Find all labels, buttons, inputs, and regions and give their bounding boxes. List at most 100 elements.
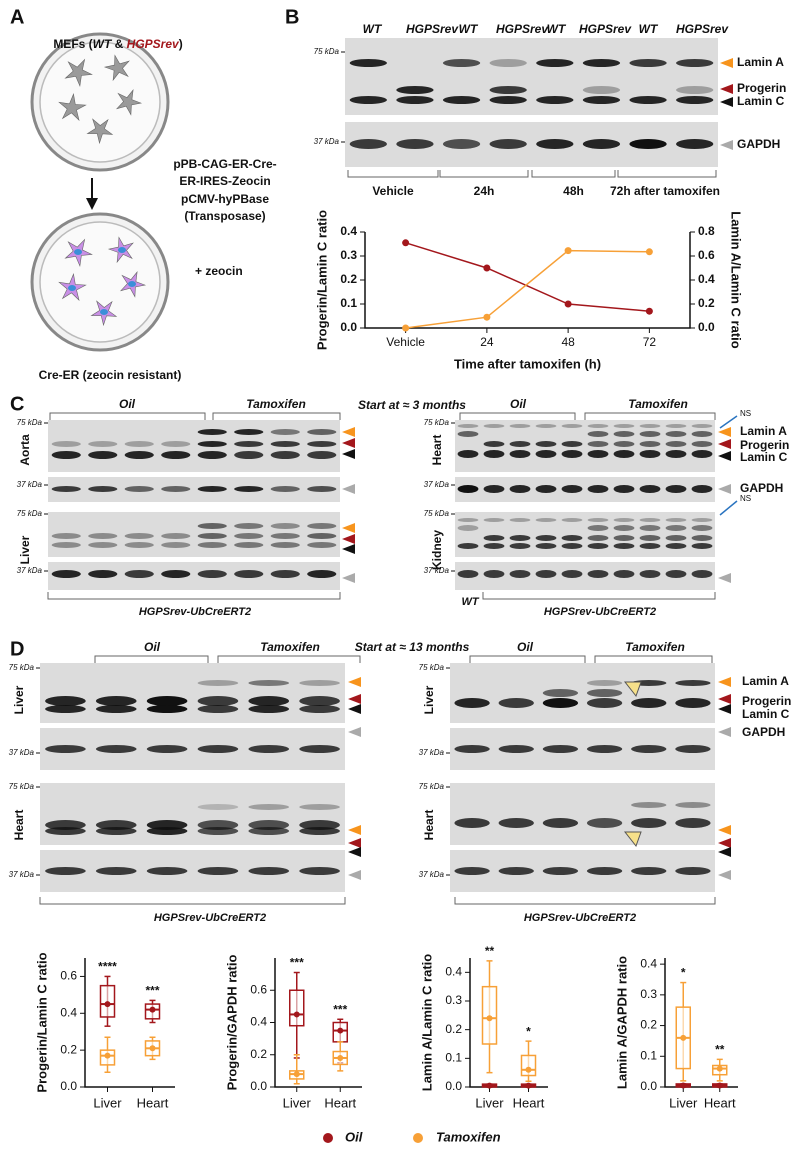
band xyxy=(665,485,687,493)
band xyxy=(691,570,713,578)
x-tick-label: Liver xyxy=(475,1095,504,1110)
kda-label: 75 kDa xyxy=(17,509,43,518)
arrowhead xyxy=(348,847,361,857)
band xyxy=(586,867,623,875)
arrowhead xyxy=(720,140,733,150)
band xyxy=(586,698,623,708)
band xyxy=(124,441,154,447)
band xyxy=(587,424,609,428)
band xyxy=(483,570,505,578)
band xyxy=(124,451,154,459)
band xyxy=(457,485,479,493)
point xyxy=(716,1082,723,1089)
dish-top xyxy=(30,32,170,172)
band xyxy=(509,424,531,428)
arrowhead xyxy=(720,97,733,107)
significance: *** xyxy=(290,956,304,970)
band xyxy=(248,705,290,713)
dish-bottom xyxy=(30,212,170,352)
treatment: Oil xyxy=(510,397,527,411)
arrowhead xyxy=(720,58,733,68)
kda-label: 37 kDa xyxy=(17,566,43,575)
bracket xyxy=(454,897,716,905)
band xyxy=(161,533,191,539)
band xyxy=(629,59,667,67)
band xyxy=(146,867,188,875)
arrowhead xyxy=(718,704,731,714)
group-label: Vehicle xyxy=(372,184,414,198)
band xyxy=(665,518,687,522)
y2-tick-label: 0.0 xyxy=(698,320,715,334)
band xyxy=(586,818,623,828)
band xyxy=(457,450,479,458)
band xyxy=(299,804,340,810)
arrowhead xyxy=(348,825,361,835)
band-label: Progerin xyxy=(740,438,789,452)
y-tick-label: 0.4 xyxy=(250,1015,267,1029)
arrowhead xyxy=(348,704,361,714)
bracket xyxy=(439,170,529,178)
band xyxy=(691,525,713,531)
blot xyxy=(455,512,715,557)
band xyxy=(454,867,490,875)
y-tick-label: 0.2 xyxy=(250,1047,267,1061)
y-tick-label: 0.4 xyxy=(640,956,657,970)
band xyxy=(161,486,191,492)
band xyxy=(631,867,667,875)
band xyxy=(582,96,621,104)
bracket xyxy=(39,897,346,905)
band xyxy=(270,533,300,539)
x-tick-label: Heart xyxy=(137,1095,169,1110)
arrowhead xyxy=(348,838,361,848)
band xyxy=(586,689,623,697)
band xyxy=(691,518,713,522)
significance: *** xyxy=(333,1002,347,1016)
band xyxy=(124,542,154,548)
y-tick-label: 0.1 xyxy=(340,296,357,310)
band xyxy=(675,867,711,875)
genotype: HGPSrev-UbCreERT2 xyxy=(544,606,656,618)
tissue-label: Liver xyxy=(12,685,26,714)
bracket xyxy=(617,170,717,178)
band xyxy=(307,441,337,447)
band xyxy=(613,518,635,522)
band xyxy=(483,450,505,458)
y-tick-label: 0.6 xyxy=(60,969,77,983)
kda-label: 75 kDa xyxy=(17,418,43,427)
tissue-label: Heart xyxy=(430,435,444,466)
band xyxy=(542,867,579,875)
band-label: Lamin C xyxy=(737,94,785,108)
tissue-label: Kidney xyxy=(430,530,444,570)
axes xyxy=(84,958,175,1088)
band xyxy=(631,745,667,753)
band xyxy=(197,533,227,539)
band xyxy=(675,698,711,708)
significance: ** xyxy=(715,1043,725,1057)
nucleus xyxy=(74,249,82,255)
blot xyxy=(40,663,345,723)
legend-swatch xyxy=(413,1133,423,1143)
band xyxy=(587,485,609,493)
y-tick-label: 0.2 xyxy=(60,1042,77,1056)
band xyxy=(197,867,239,875)
band xyxy=(489,59,527,67)
group-label: 48h xyxy=(563,184,584,198)
kda-label: 75 kDa xyxy=(419,782,445,791)
band xyxy=(457,431,479,437)
arrowhead xyxy=(342,484,355,494)
box xyxy=(289,989,305,1027)
point xyxy=(486,1015,493,1022)
arrowhead xyxy=(718,677,731,687)
y-tick-label: 0.4 xyxy=(60,1005,77,1019)
band xyxy=(45,696,86,706)
kda-label: 75 kDa xyxy=(424,509,450,518)
y2-tick-label: 0.6 xyxy=(698,248,715,262)
x-tick-label: 24 xyxy=(480,335,494,349)
point xyxy=(564,247,572,255)
lane-label: WT xyxy=(639,22,659,36)
panel-label: B xyxy=(285,6,299,28)
band xyxy=(45,820,86,830)
band xyxy=(234,451,264,459)
band xyxy=(299,867,340,875)
